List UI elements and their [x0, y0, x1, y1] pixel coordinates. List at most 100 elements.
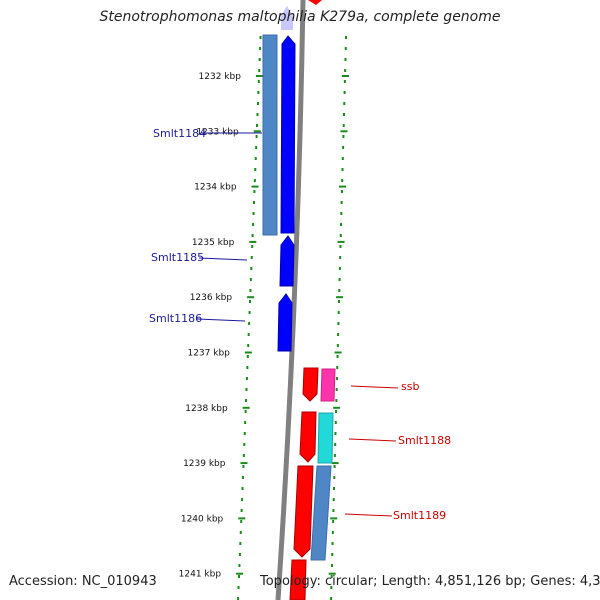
- tick-dot: [338, 278, 341, 281]
- major-tick-left: [253, 130, 261, 133]
- map-title: Stenotrophomonas maltophilia K279a, comp…: [99, 9, 501, 25]
- tick-dot: [334, 432, 337, 435]
- tick-dot: [255, 146, 258, 149]
- scale-label: 1233 kbp: [196, 127, 239, 137]
- tick-dot: [338, 267, 341, 270]
- tick-dot: [248, 322, 251, 325]
- tick-dot: [336, 344, 339, 347]
- leader-smlt1189: [344, 513, 393, 517]
- gene-ssb-pink[interactable]: [320, 368, 336, 402]
- tick-dot: [249, 289, 252, 292]
- tick-dot: [241, 487, 244, 490]
- leader-ssb: [350, 385, 399, 389]
- tick-dot: [237, 597, 240, 600]
- tick-dot: [252, 201, 255, 204]
- accession-text: Accession: NC_010943: [9, 574, 157, 589]
- tick-dot: [243, 432, 246, 435]
- scale-labels: 1232 kbp 1233 kbp 1234 kbp 1235 kbp 1236 kbp…: [179, 72, 242, 580]
- tick-dot: [253, 190, 256, 193]
- tick-dot: [338, 300, 340, 303]
- tick-dot: [258, 69, 261, 72]
- gene-smlt1184[interactable]: [280, 35, 296, 234]
- gene-bottom-partial[interactable]: [289, 559, 307, 600]
- tick-dot: [341, 168, 344, 171]
- tick-dot: [334, 421, 337, 424]
- gene-label-smlt1188[interactable]: Smlt1188: [398, 434, 451, 447]
- tick-dot: [341, 179, 344, 182]
- tick-dot: [257, 80, 260, 83]
- tick-dot: [251, 245, 254, 248]
- tick-dot: [251, 234, 254, 237]
- scale-label: 1234 kbp: [194, 183, 237, 193]
- tick-dot: [335, 410, 338, 413]
- major-tick-left: [236, 572, 244, 575]
- tick-dot: [335, 377, 338, 380]
- tick-dot: [332, 509, 335, 512]
- tick-dot: [337, 311, 340, 314]
- tick-dot: [245, 388, 248, 391]
- tick-dot: [330, 597, 333, 600]
- gene-label-smlt1185[interactable]: Smlt1185: [151, 251, 204, 264]
- tick-dot: [248, 311, 251, 314]
- leader-smlt1185: [198, 257, 248, 261]
- leader-smlt1186: [196, 318, 246, 322]
- scale-label: 1237 kbp: [187, 349, 230, 359]
- tick-dot: [330, 575, 333, 578]
- gene-smlt1188[interactable]: [299, 411, 317, 463]
- major-tick-left: [249, 240, 257, 243]
- tick-dot: [244, 410, 247, 413]
- tick-dot: [333, 476, 336, 479]
- leader-smlt1188: [348, 438, 397, 442]
- tick-dot: [340, 201, 343, 204]
- tick-dot: [333, 465, 336, 468]
- gene-smlt1186[interactable]: [277, 293, 293, 352]
- tick-dot: [330, 586, 333, 589]
- tick-dot: [343, 102, 346, 105]
- tick-dot: [342, 135, 345, 138]
- tick-dot: [332, 520, 335, 523]
- major-tick-left: [242, 406, 250, 409]
- gene-smlt1189[interactable]: [293, 465, 314, 558]
- tick-dot: [341, 157, 344, 160]
- tick-dot: [342, 146, 345, 149]
- gene-label-ssb[interactable]: ssb: [401, 380, 419, 393]
- major-tick-left: [247, 296, 255, 299]
- tick-dot: [333, 454, 336, 457]
- major-tick-right: [340, 130, 348, 133]
- tick-dot: [339, 256, 342, 259]
- gene-smlt1189-steel[interactable]: [310, 465, 332, 561]
- gene-label-smlt1186[interactable]: Smlt1186: [149, 312, 202, 325]
- gene-label-smlt1189[interactable]: Smlt1189: [393, 509, 446, 522]
- scale-label: 1238 kbp: [185, 404, 228, 414]
- tick-dot: [344, 58, 347, 61]
- tick-dot: [340, 190, 343, 193]
- tick-dot: [254, 168, 257, 171]
- tick-dot: [255, 135, 258, 138]
- top-partial-feature-red: [308, 0, 322, 5]
- tick-dot: [337, 322, 340, 325]
- tick-dot: [239, 531, 242, 534]
- gene-smlt1188-cyan[interactable]: [317, 412, 334, 464]
- tick-dot: [241, 498, 244, 501]
- tick-dot: [238, 575, 240, 578]
- major-tick-left: [240, 462, 248, 465]
- tick-dot: [252, 212, 255, 215]
- gene-label-smlt1184[interactable]: Smlt1184: [153, 127, 206, 140]
- tick-dot: [338, 289, 341, 292]
- tick-dot: [335, 388, 338, 391]
- tick-dot: [249, 278, 252, 281]
- tick-marks-left: [236, 36, 263, 600]
- tick-dot: [250, 267, 253, 270]
- scale-label: 1235 kbp: [192, 238, 235, 248]
- gene-ssb[interactable]: [302, 367, 319, 402]
- tick-dot: [245, 377, 248, 380]
- tick-dot: [253, 179, 256, 182]
- tick-dot: [240, 509, 243, 512]
- major-tick-left: [255, 75, 263, 77]
- tick-dot: [239, 542, 242, 545]
- tick-dot: [342, 124, 345, 127]
- major-tick-right: [337, 240, 345, 243]
- gene-smlt1185[interactable]: [279, 235, 295, 287]
- gene-smlt1184-other[interactable]: [262, 34, 278, 236]
- major-tick-left: [251, 185, 259, 188]
